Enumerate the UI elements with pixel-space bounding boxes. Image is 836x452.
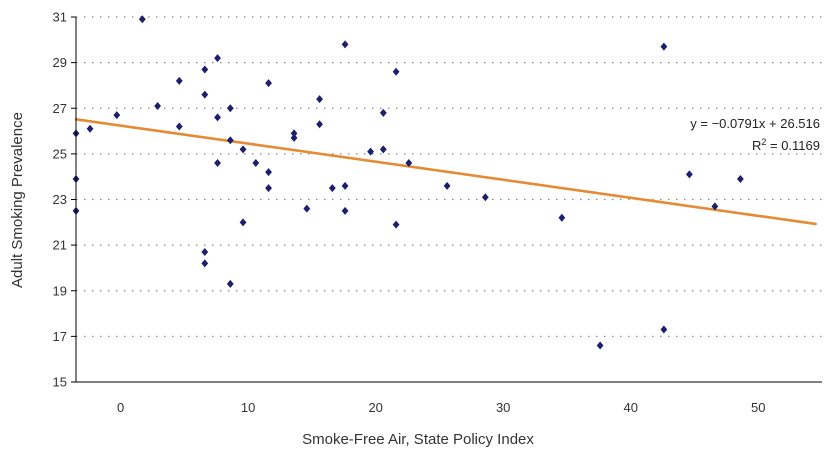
data-point <box>711 202 719 211</box>
data-point <box>214 113 221 122</box>
data-point <box>201 247 209 256</box>
data-point <box>660 42 668 51</box>
data-point <box>201 90 209 99</box>
y-tick-label: 19 <box>53 283 67 298</box>
data-point <box>290 129 298 138</box>
data-point <box>86 124 94 133</box>
trendline <box>74 117 817 226</box>
y-tick-label: 27 <box>53 101 67 116</box>
data-point <box>341 206 349 215</box>
data-point <box>341 181 349 190</box>
x-tick-label: 20 <box>368 400 382 415</box>
x-tick-label: 10 <box>241 400 255 415</box>
y-tick-label: 23 <box>53 192 67 207</box>
data-point <box>252 159 260 167</box>
data-point <box>239 145 247 154</box>
data-point <box>175 76 183 85</box>
data-point <box>214 159 221 167</box>
data-point <box>175 122 183 131</box>
data-point <box>154 101 162 110</box>
data-point <box>239 218 247 227</box>
y-tick-label: 31 <box>53 10 67 25</box>
data-point <box>328 184 336 193</box>
data-point <box>265 79 272 88</box>
data-point <box>226 136 234 145</box>
y-tick-label: 25 <box>53 146 67 161</box>
data-point <box>736 174 744 183</box>
data-point <box>138 15 146 24</box>
gridlines <box>76 16 822 338</box>
r-squared-label: R2 = 0.1169 <box>752 137 820 153</box>
y-tick-label: 21 <box>53 238 67 253</box>
data-point <box>367 147 374 156</box>
x-tick-label: 50 <box>751 400 765 415</box>
y-tick-label: 15 <box>53 375 67 390</box>
data-point <box>558 213 566 222</box>
data-point <box>379 145 387 154</box>
data-point <box>443 181 451 190</box>
data-point <box>379 108 387 117</box>
data-point <box>265 168 272 177</box>
data-point <box>226 279 234 288</box>
x-tick-label: 0 <box>117 400 124 415</box>
data-point <box>201 259 209 268</box>
data-point <box>226 104 234 113</box>
data-point <box>303 204 311 213</box>
x-tick-label: 40 <box>623 400 637 415</box>
data-point <box>685 170 693 179</box>
x-tick-label: 30 <box>496 400 510 415</box>
data-point <box>660 325 668 334</box>
x-tick-labels: 0 10 20 30 40 50 <box>117 400 765 415</box>
data-point <box>316 120 323 129</box>
data-point <box>201 65 209 74</box>
data-point <box>405 159 413 167</box>
y-tick-label: 29 <box>53 55 67 70</box>
data-point <box>596 341 604 350</box>
data-point <box>113 111 121 120</box>
data-points <box>72 15 744 350</box>
data-point <box>316 95 323 104</box>
trendline-group <box>74 117 817 226</box>
trendline-equation: y = −0.0791x + 26.516 <box>690 116 820 131</box>
data-point <box>481 193 489 202</box>
y-tick-labels: 15 17 19 21 23 25 27 29 31 <box>53 10 76 390</box>
data-point <box>290 133 298 142</box>
data-point <box>392 67 400 76</box>
data-point <box>341 40 349 49</box>
x-axis-title: Smoke-Free Air, State Policy Index <box>302 431 534 448</box>
data-point <box>392 220 400 229</box>
y-tick-label: 17 <box>53 329 67 344</box>
y-axis-title: Adult Smoking Prevalence <box>9 112 26 288</box>
data-point <box>265 184 272 193</box>
data-point <box>214 54 221 63</box>
